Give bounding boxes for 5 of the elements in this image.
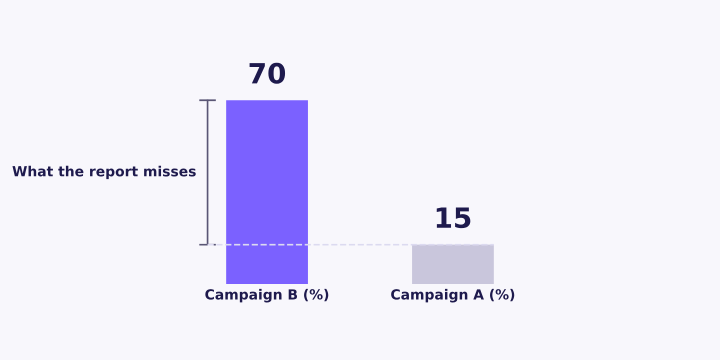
x-tick-label: Campaign B (%) bbox=[205, 288, 328, 302]
data-label: 70 bbox=[250, 62, 286, 84]
text: What the report misses bbox=[12, 166, 196, 180]
data-label: 15 bbox=[436, 208, 470, 228]
x-tick-label: Campaign A (%) bbox=[391, 288, 514, 302]
